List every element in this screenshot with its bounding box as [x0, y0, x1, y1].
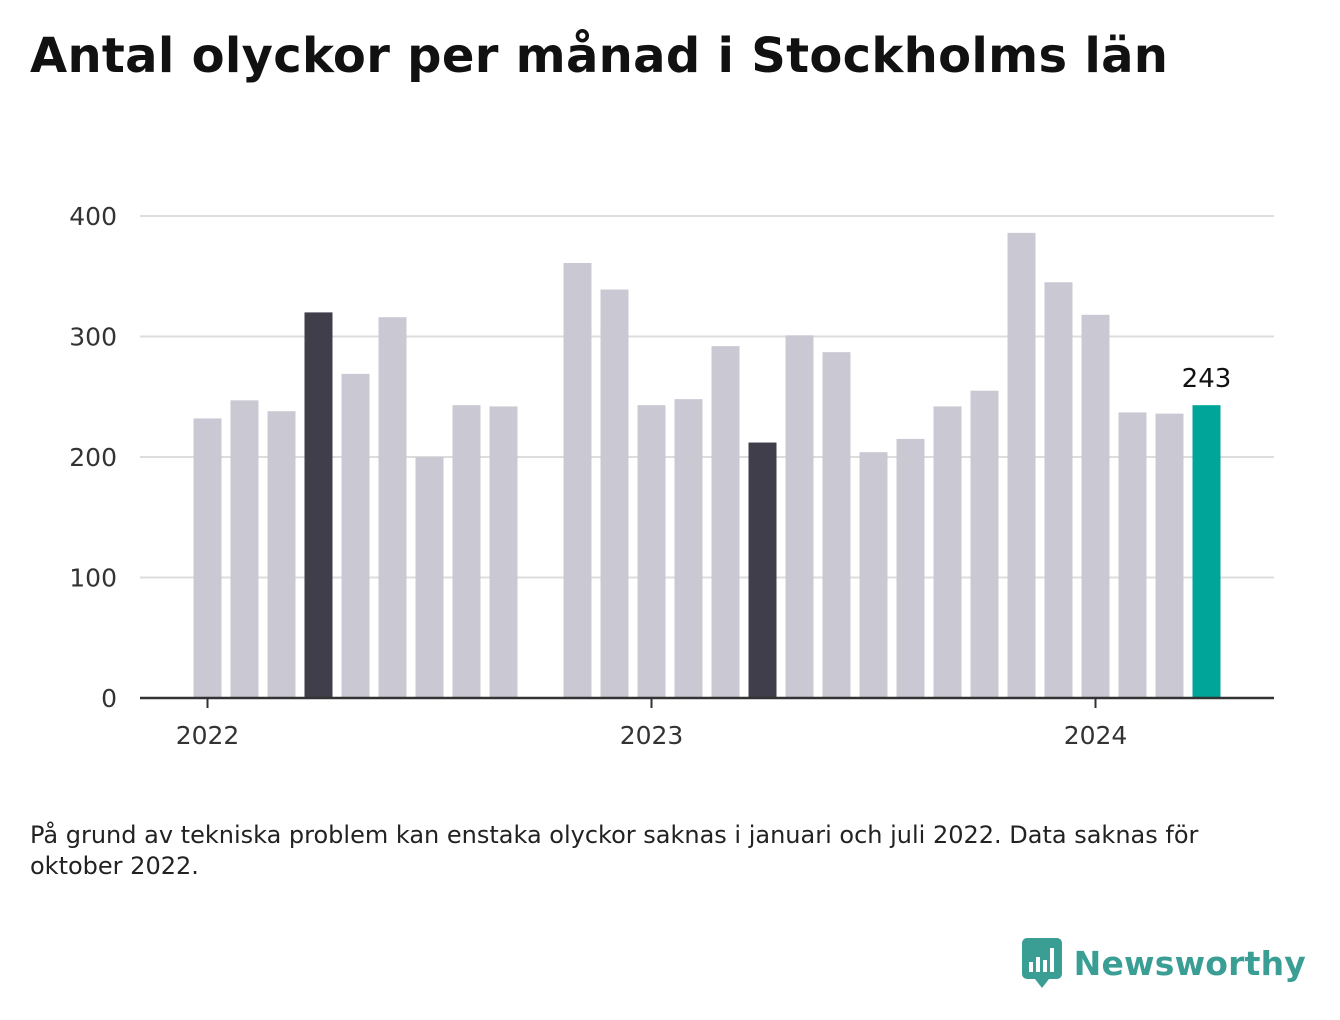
bar-2022-05 [341, 373, 370, 698]
bar-2023-01 [637, 405, 666, 698]
y-tick-label: 300 [69, 323, 117, 352]
y-axis-tick-labels: 0 100 200 300 400 [69, 202, 117, 713]
x-tick-label: 2022 [176, 721, 240, 750]
bar-2022-11 [563, 262, 592, 698]
y-tick-label: 0 [101, 684, 117, 713]
bar-2022-09 [489, 406, 518, 698]
brand-logo: Newsworthy [1021, 938, 1306, 988]
brand-name: Newsworthy [1073, 943, 1306, 983]
bar-2024-03 [1155, 413, 1184, 698]
bar-2023-02 [674, 399, 703, 698]
bar-2022-02 [230, 400, 259, 698]
x-axis-tick-labels: 2022 2023 2024 [176, 698, 1128, 750]
value-labels: 243 [1182, 364, 1232, 394]
bar-2023-04 [748, 442, 777, 698]
bars [193, 232, 1221, 698]
bar-2022-07 [415, 457, 444, 698]
x-tick-label: 2024 [1064, 721, 1128, 750]
x-tick-label: 2023 [620, 721, 684, 750]
bar-2024-01 [1081, 314, 1110, 698]
y-tick-label: 400 [69, 202, 117, 231]
bar-2023-10 [970, 390, 999, 698]
bar-2022-06 [378, 317, 407, 698]
bar-2023-09 [933, 406, 962, 698]
y-tick-label: 200 [69, 443, 117, 472]
y-tick-label: 100 [69, 564, 117, 593]
bar-2024-02 [1118, 412, 1147, 698]
chart-title: Antal olyckor per månad i Stockholms län [30, 28, 1169, 84]
value-label: 243 [1182, 364, 1232, 394]
bar-2022-08 [452, 405, 481, 698]
bar-2023-05 [785, 335, 814, 698]
bar-2022-04 [304, 312, 333, 698]
bar-2023-11 [1007, 232, 1036, 698]
bar-2023-12 [1044, 282, 1073, 698]
bar-2024-04 [1192, 405, 1221, 698]
bar-2023-07 [859, 452, 888, 698]
newsworthy-logo-icon [1021, 938, 1062, 988]
bar-chart: 0 100 200 300 400 2022 2023 2024 243 [69, 202, 1274, 750]
bar-2023-03 [711, 346, 740, 698]
bar-2023-08 [896, 438, 925, 698]
bar-2022-03 [267, 411, 296, 698]
footnote: På grund av tekniska problem kan enstaka… [30, 821, 1199, 880]
bar-2022-01 [193, 418, 222, 698]
bar-2023-06 [822, 352, 851, 698]
bar-2022-12 [600, 289, 629, 698]
